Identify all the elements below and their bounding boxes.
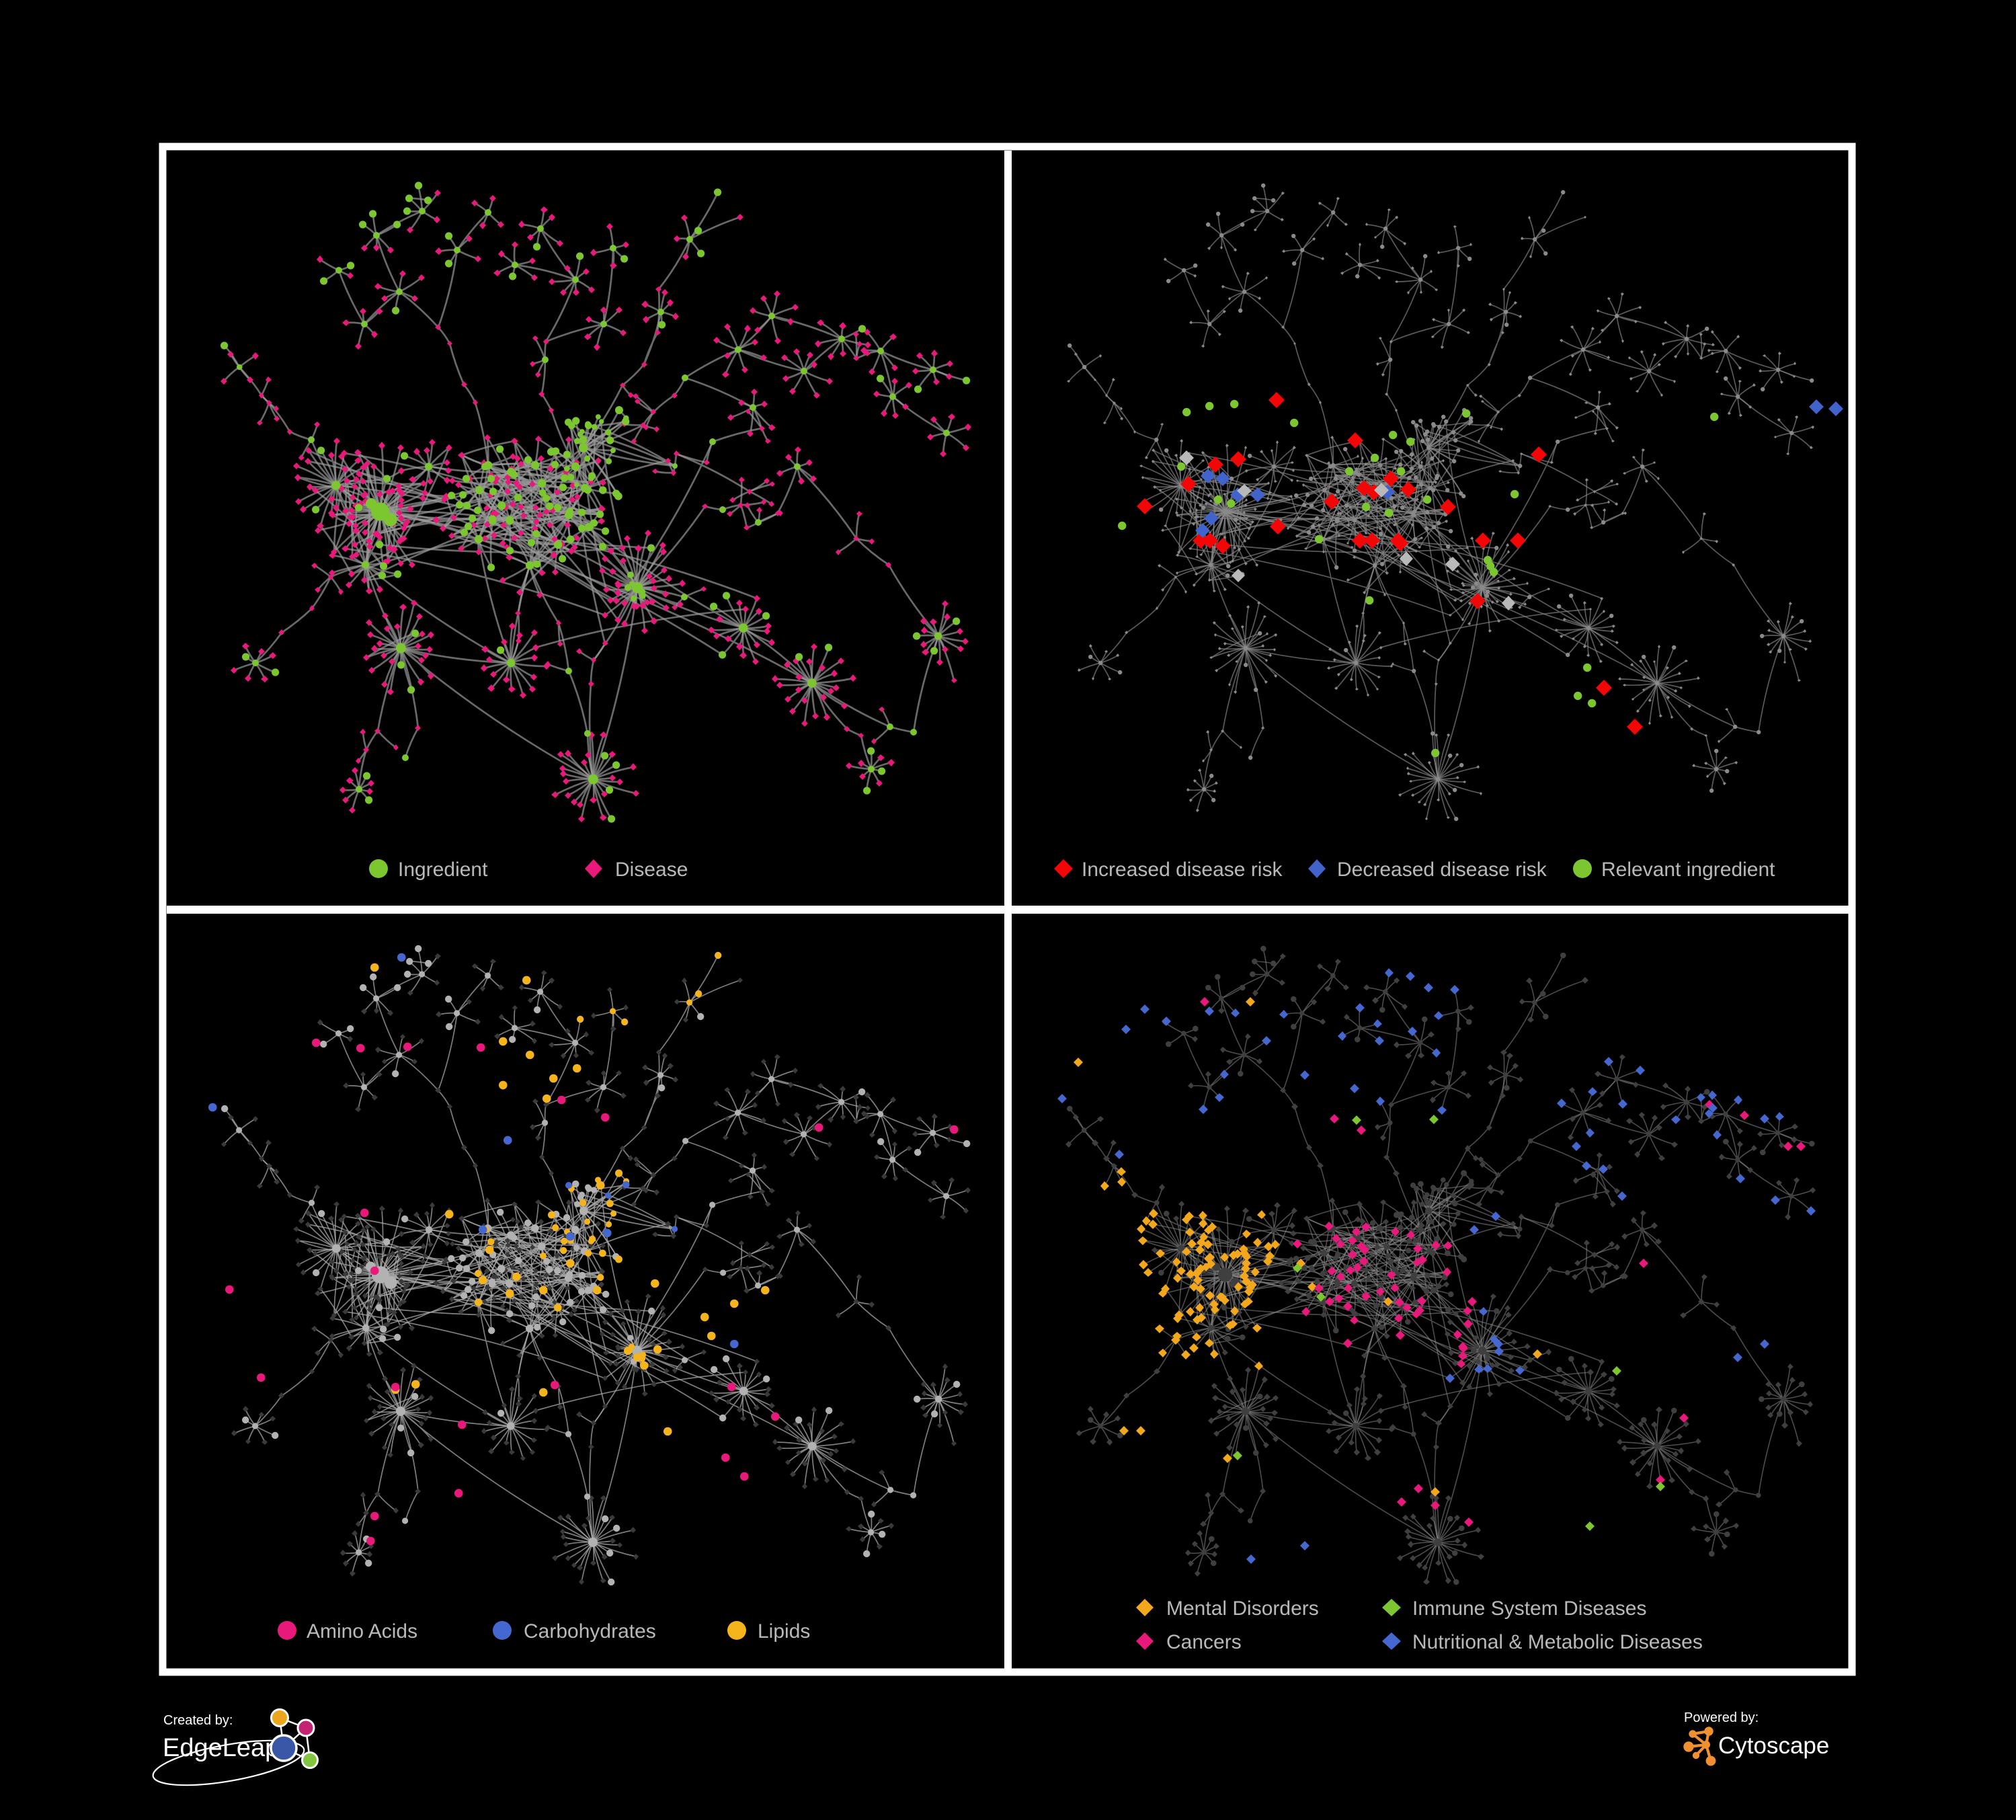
svg-text:Increased disease risk: Increased disease risk <box>1082 859 1283 881</box>
svg-text:Cancers: Cancers <box>1166 1631 1242 1653</box>
svg-text:Cytoscape: Cytoscape <box>1718 1733 1829 1759</box>
svg-text:Ingredient: Ingredient <box>398 859 488 881</box>
svg-text:EdgeLeap: EdgeLeap <box>163 1734 279 1762</box>
svg-text:Disease: Disease <box>615 859 688 881</box>
svg-text:Decreased disease risk: Decreased disease risk <box>1337 859 1547 881</box>
svg-text:Lipids: Lipids <box>758 1620 810 1643</box>
svg-text:Immune System Diseases: Immune System Diseases <box>1412 1597 1646 1620</box>
svg-text:Created by:: Created by: <box>163 1713 233 1728</box>
svg-text:Carbohydrates: Carbohydrates <box>524 1620 656 1643</box>
svg-text:Powered by:: Powered by: <box>1684 1710 1759 1725</box>
svg-text:Mental Disorders: Mental Disorders <box>1166 1597 1319 1620</box>
svg-text:Relevant ingredient: Relevant ingredient <box>1601 859 1775 881</box>
svg-text:Amino Acids: Amino Acids <box>307 1620 417 1643</box>
svg-text:Nutritional & Metabolic Diseas: Nutritional & Metabolic Diseases <box>1412 1631 1703 1653</box>
